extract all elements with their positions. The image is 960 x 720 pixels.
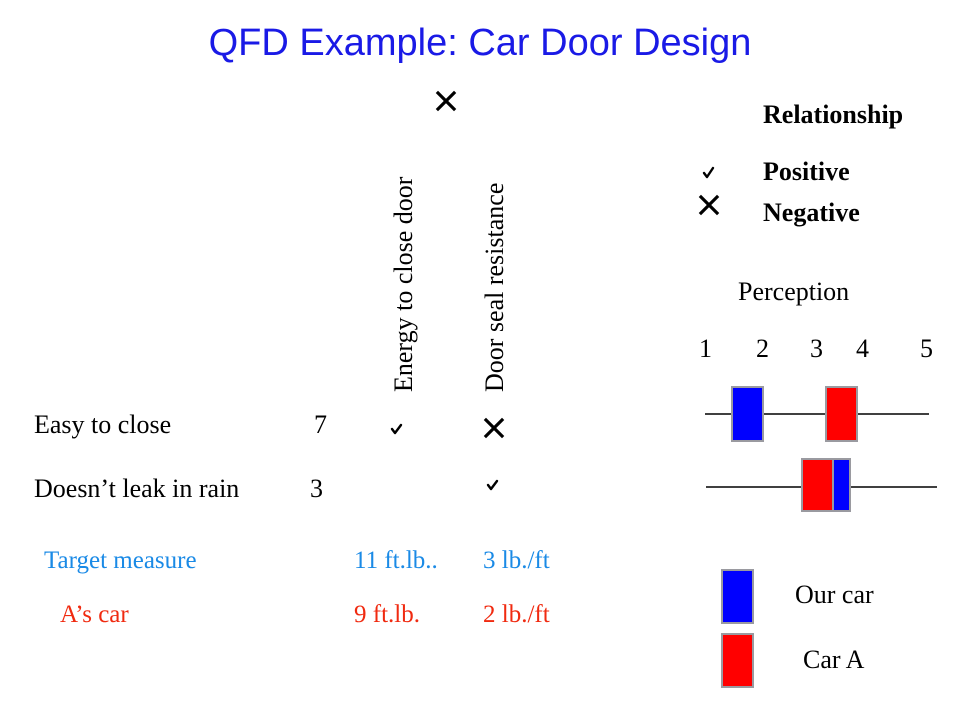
our-car-swatch <box>721 569 754 624</box>
car-a-swatch <box>721 633 754 688</box>
row-label-easy-to-close: Easy to close <box>34 410 172 439</box>
legend-positive-icon <box>702 166 715 179</box>
perception-scale-5: 5 <box>920 334 933 363</box>
perception-scale-4: 4 <box>856 334 869 363</box>
car-a-marker <box>825 386 858 442</box>
legend-positive-label: Positive <box>763 157 850 186</box>
cell-positive-icon <box>390 423 403 435</box>
perception-scale-1: 1 <box>699 334 712 363</box>
target-measure-label: Target measure <box>44 547 197 574</box>
our-car-label: Our car <box>795 580 874 609</box>
row-importance-easy-to-close: 7 <box>314 410 327 439</box>
competitor-label: A’s car <box>60 601 129 628</box>
target-energy-value: 11 ft.lb.. <box>354 547 438 574</box>
our-car-marker <box>731 386 764 442</box>
competitor-seal-value: 2 lb./ft <box>483 601 550 628</box>
perception-scale-2: 2 <box>756 334 769 363</box>
car-a-label: Car A <box>803 645 865 674</box>
cell-negative-icon <box>483 417 505 439</box>
car-a-marker <box>801 458 834 512</box>
roof-negative-icon <box>435 90 457 112</box>
competitor-energy-value: 9 ft.lb. <box>354 601 420 628</box>
row-label-doesnt-leak: Doesn’t leak in rain <box>34 474 240 503</box>
perception-heading: Perception <box>738 277 850 306</box>
perception-scale-3: 3 <box>810 334 823 363</box>
legend-heading: Relationship <box>763 100 904 129</box>
row-importance-doesnt-leak: 3 <box>310 474 323 503</box>
target-seal-value: 3 lb./ft <box>483 547 550 574</box>
page-title: QFD Example: Car Door Design <box>208 22 752 64</box>
legend-negative-icon <box>698 194 720 216</box>
cell-positive-icon <box>486 479 499 491</box>
legend-negative-label: Negative <box>763 198 860 227</box>
